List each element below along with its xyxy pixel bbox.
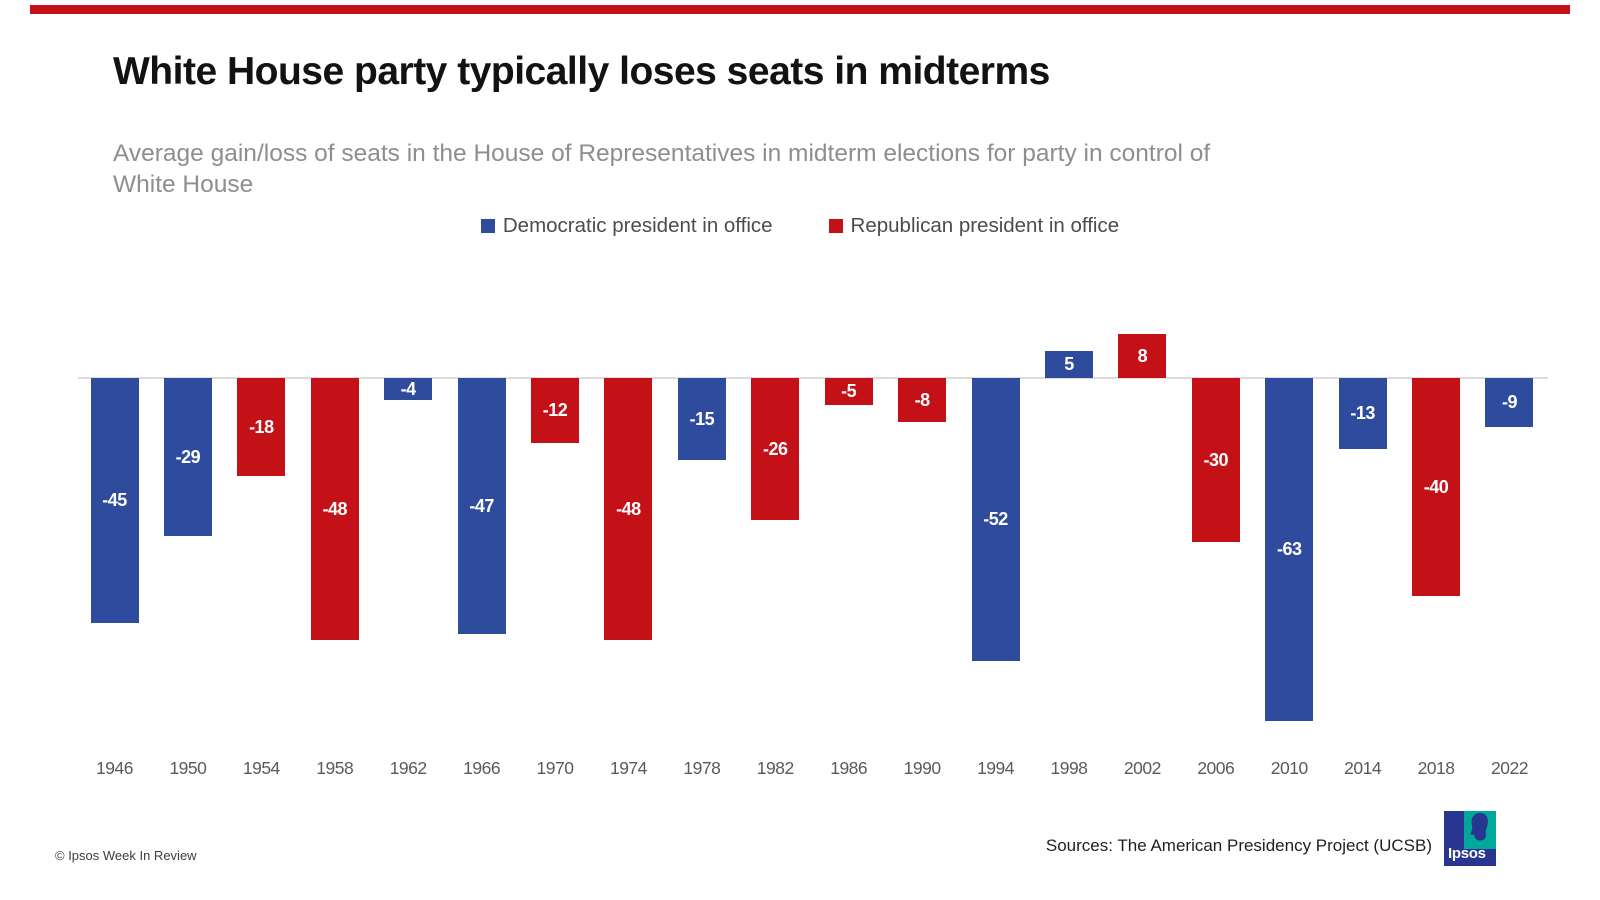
legend-swatch-democratic-icon (480, 219, 495, 233)
x-axis-label-1958: 1958 (316, 758, 354, 778)
bar-1950: -29 (163, 378, 212, 536)
bar-1998: 5 (1044, 351, 1093, 378)
bar-value-label: -18 (249, 416, 274, 437)
bar-value-label: -48 (616, 498, 641, 519)
bar-1982: -26 (751, 378, 800, 520)
bar-1946: -45 (90, 378, 139, 623)
bar-value-label: -48 (322, 498, 347, 519)
bar-value-label: -26 (763, 438, 788, 459)
legend-item-republican: Republican president in office (828, 214, 1120, 238)
bar-1966: -47 (457, 378, 506, 634)
bar-1954: -18 (237, 378, 286, 476)
x-axis-label-1962: 1962 (389, 758, 427, 778)
bar-value-label: -12 (542, 400, 568, 420)
bar-value-label: -45 (102, 490, 127, 510)
x-axis-label-2010: 2010 (1270, 758, 1308, 778)
bar-1962: -4 (384, 378, 433, 400)
copyright-text: © Ipsos Week In Review (55, 848, 197, 863)
x-axis-label-1966: 1966 (463, 758, 501, 778)
bar-value-label: -13 (1350, 403, 1375, 423)
legend-label-republican: Republican president in office (850, 214, 1120, 237)
bar-1990: -8 (898, 378, 947, 422)
legend-label-democratic: Democratic president in office (502, 214, 773, 237)
bar-value-label: -5 (841, 381, 857, 401)
bar-2022: -9 (1485, 378, 1534, 427)
top-accent-bar (30, 5, 1570, 14)
x-axis-label-1990: 1990 (903, 758, 941, 778)
bar-2006: -30 (1191, 378, 1240, 542)
bar-value-label: -63 (1276, 539, 1302, 559)
x-axis-label-2014: 2014 (1344, 758, 1382, 778)
zero-axis-line (78, 377, 1548, 379)
bar-value-label: 8 (1137, 345, 1148, 366)
x-axis-label-2002: 2002 (1123, 758, 1161, 778)
bar-value-label: -40 (1423, 476, 1449, 497)
bar-value-label: -52 (983, 509, 1008, 529)
x-axis-label-1954: 1954 (242, 758, 280, 778)
bar-value-label: -4 (400, 378, 417, 399)
chart-subtitle: Average gain/loss of seats in the House … (113, 138, 1210, 200)
legend-swatch-republican-icon (828, 219, 843, 233)
x-axis-label-2022: 2022 (1491, 758, 1528, 778)
bar-value-label: -9 (1501, 392, 1518, 412)
x-axis-label-1982: 1982 (756, 758, 794, 778)
x-axis-label-1946: 1946 (96, 758, 133, 778)
bar-value-label: -30 (1203, 449, 1229, 470)
page-title: White House party typically loses seats … (113, 50, 1050, 93)
sources-text: Sources: The American Presidency Project… (1045, 836, 1432, 855)
bar-2018: -40 (1412, 378, 1461, 596)
x-axis-label-1978: 1978 (683, 758, 721, 778)
legend: Democratic president in office Republica… (0, 214, 1600, 238)
x-axis-label-2006: 2006 (1197, 758, 1235, 778)
x-axis-label-1950: 1950 (169, 758, 207, 778)
x-axis-label-1986: 1986 (830, 758, 868, 778)
x-axis-label-2018: 2018 (1417, 758, 1455, 778)
x-axis-label-1970: 1970 (536, 758, 574, 778)
bar-value-label: 5 (1064, 354, 1074, 374)
chart-subtitle-line1: Average gain/loss of seats in the House … (113, 140, 1211, 167)
ipsos-logo-text: Ipsos (1448, 845, 1486, 862)
x-axis-label-1974: 1974 (609, 758, 647, 778)
bar-1994: -52 (971, 378, 1020, 661)
bar-2010: -63 (1265, 378, 1314, 721)
legend-item-democratic: Democratic president in office (480, 214, 773, 238)
bar-1978: -15 (677, 378, 726, 460)
bar-2002: 8 (1118, 334, 1167, 378)
bar-value-label: -47 (469, 495, 494, 516)
bar-value-label: -15 (689, 408, 715, 429)
bar-2014: -13 (1338, 378, 1387, 449)
bar-1974: -48 (604, 378, 653, 640)
bar-1986: -5 (824, 378, 873, 405)
ipsos-logo-head-icon (1470, 813, 1488, 841)
bar-value-label: -8 (914, 389, 931, 410)
bar-1958: -48 (310, 378, 359, 640)
chart-subtitle-line2: White House (113, 171, 254, 198)
x-axis-label-1998: 1998 (1050, 758, 1088, 778)
ipsos-logo: Ipsos (1444, 811, 1496, 866)
bar-1970: -12 (531, 378, 580, 443)
x-axis-label-1994: 1994 (977, 758, 1014, 778)
bar-value-label: -29 (175, 446, 201, 467)
